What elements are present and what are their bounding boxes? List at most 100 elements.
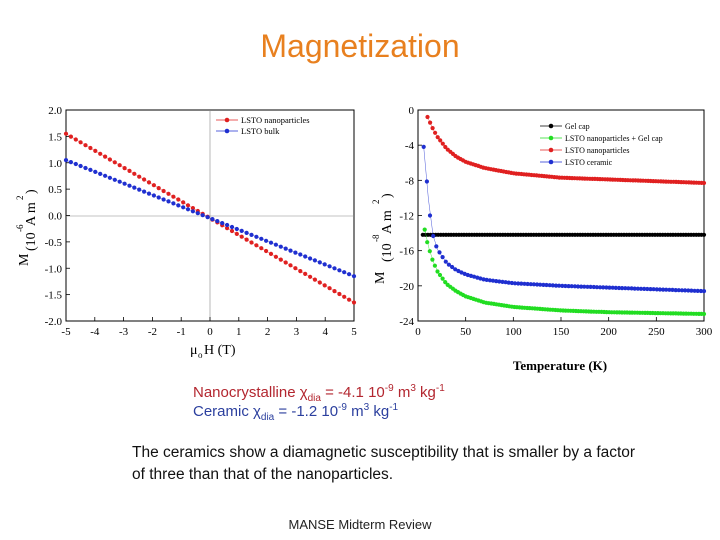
data-point xyxy=(332,289,337,294)
y-tick-label: -8 xyxy=(405,175,415,187)
y-tick-label: -1.0 xyxy=(45,263,63,275)
svg-text:(10: (10 xyxy=(380,243,395,262)
data-point xyxy=(337,268,342,273)
data-point xyxy=(427,249,432,254)
data-point xyxy=(283,246,288,251)
data-point xyxy=(512,281,518,286)
svg-text:-8: -8 xyxy=(371,234,381,242)
right-chart-ticks: 0 50 100 150 200 250 300 0 -4 -8 -12 -16 -20 -24 xyxy=(399,105,712,338)
data-point xyxy=(156,195,161,200)
data-point xyxy=(432,263,437,268)
y-tick-label: 0.5 xyxy=(48,184,62,196)
svg-text:): ) xyxy=(24,189,39,194)
data-point xyxy=(557,283,562,288)
data-point xyxy=(547,283,552,288)
data-point xyxy=(481,277,486,282)
svg-text:o: o xyxy=(198,350,203,360)
data-point xyxy=(701,232,707,237)
data-point xyxy=(239,228,244,233)
data-point xyxy=(127,168,132,173)
data-point xyxy=(424,179,429,184)
left-chart: -5 -4 -3 -2 -1 0 1 2 3 4 5 2.0 1.5 1.0 0.5 0.0 -0.5 -1.0 -… xyxy=(15,105,357,360)
data-point xyxy=(317,280,322,285)
data-point xyxy=(73,137,78,142)
data-point xyxy=(683,288,688,293)
data-point xyxy=(298,252,303,257)
data-point xyxy=(440,141,445,146)
data-point xyxy=(635,286,641,291)
data-point xyxy=(112,177,117,182)
left-chart-marks xyxy=(63,131,357,305)
data-point xyxy=(484,277,489,282)
data-point xyxy=(528,282,533,287)
x-tick-label: -4 xyxy=(90,326,100,338)
data-point xyxy=(695,288,700,293)
charts-canvas: -5 -4 -3 -2 -1 0 1 2 3 4 5 2.0 1.5 1.0 0.5 0.0 -0.5 -1.0 -… xyxy=(15,105,713,373)
data-point xyxy=(569,284,574,289)
data-point xyxy=(494,279,499,284)
data-point xyxy=(657,287,663,292)
data-point xyxy=(601,285,606,290)
data-point xyxy=(161,188,166,194)
data-point xyxy=(654,287,659,292)
data-point xyxy=(122,166,127,171)
data-point xyxy=(560,283,565,288)
data-point xyxy=(122,181,127,186)
data-point xyxy=(132,171,137,176)
data-point xyxy=(234,231,239,236)
data-point xyxy=(506,280,511,285)
data-point xyxy=(98,171,103,176)
svg-text:H (T): H (T) xyxy=(204,343,236,358)
data-point xyxy=(273,242,278,247)
data-point xyxy=(425,114,430,120)
svg-text:2: 2 xyxy=(15,196,25,201)
data-point xyxy=(259,246,264,251)
data-point xyxy=(93,148,98,153)
data-point xyxy=(582,284,587,289)
data-point xyxy=(176,197,181,202)
data-point xyxy=(522,281,527,286)
data-point xyxy=(670,287,675,292)
x-tick-label: -2 xyxy=(148,326,157,338)
data-point xyxy=(249,240,254,245)
data-point xyxy=(443,259,448,264)
data-point xyxy=(68,160,73,165)
data-point xyxy=(525,281,530,287)
data-point xyxy=(472,274,477,279)
data-point xyxy=(342,294,347,299)
data-point xyxy=(244,237,249,242)
data-point xyxy=(673,288,678,293)
data-point xyxy=(443,280,448,285)
data-point xyxy=(347,297,352,302)
data-point xyxy=(440,276,445,281)
data-point xyxy=(632,286,637,291)
data-point xyxy=(651,287,656,292)
y-tick-label: 1.0 xyxy=(48,158,62,170)
data-point xyxy=(509,280,514,286)
data-point xyxy=(591,284,596,290)
data-point xyxy=(298,269,303,274)
svg-text:): ) xyxy=(380,193,395,198)
data-point xyxy=(544,282,549,288)
data-point xyxy=(566,284,571,289)
data-point xyxy=(264,248,269,254)
data-point xyxy=(210,217,215,222)
data-point xyxy=(629,286,634,291)
data-point xyxy=(166,191,171,196)
x-tick-label: -1 xyxy=(177,326,186,338)
data-point xyxy=(701,311,707,317)
data-point xyxy=(421,144,426,149)
data-point xyxy=(516,281,521,286)
data-point xyxy=(215,219,220,224)
y-tick-label: -16 xyxy=(399,246,414,258)
data-point xyxy=(579,284,584,289)
data-point xyxy=(575,284,581,289)
data-point xyxy=(142,189,147,194)
data-point xyxy=(430,257,435,262)
data-point xyxy=(146,180,152,185)
data-point xyxy=(459,270,464,275)
x-tick-label: 50 xyxy=(460,326,472,338)
data-point xyxy=(327,264,332,269)
data-point xyxy=(607,285,612,290)
data-point xyxy=(664,287,669,292)
